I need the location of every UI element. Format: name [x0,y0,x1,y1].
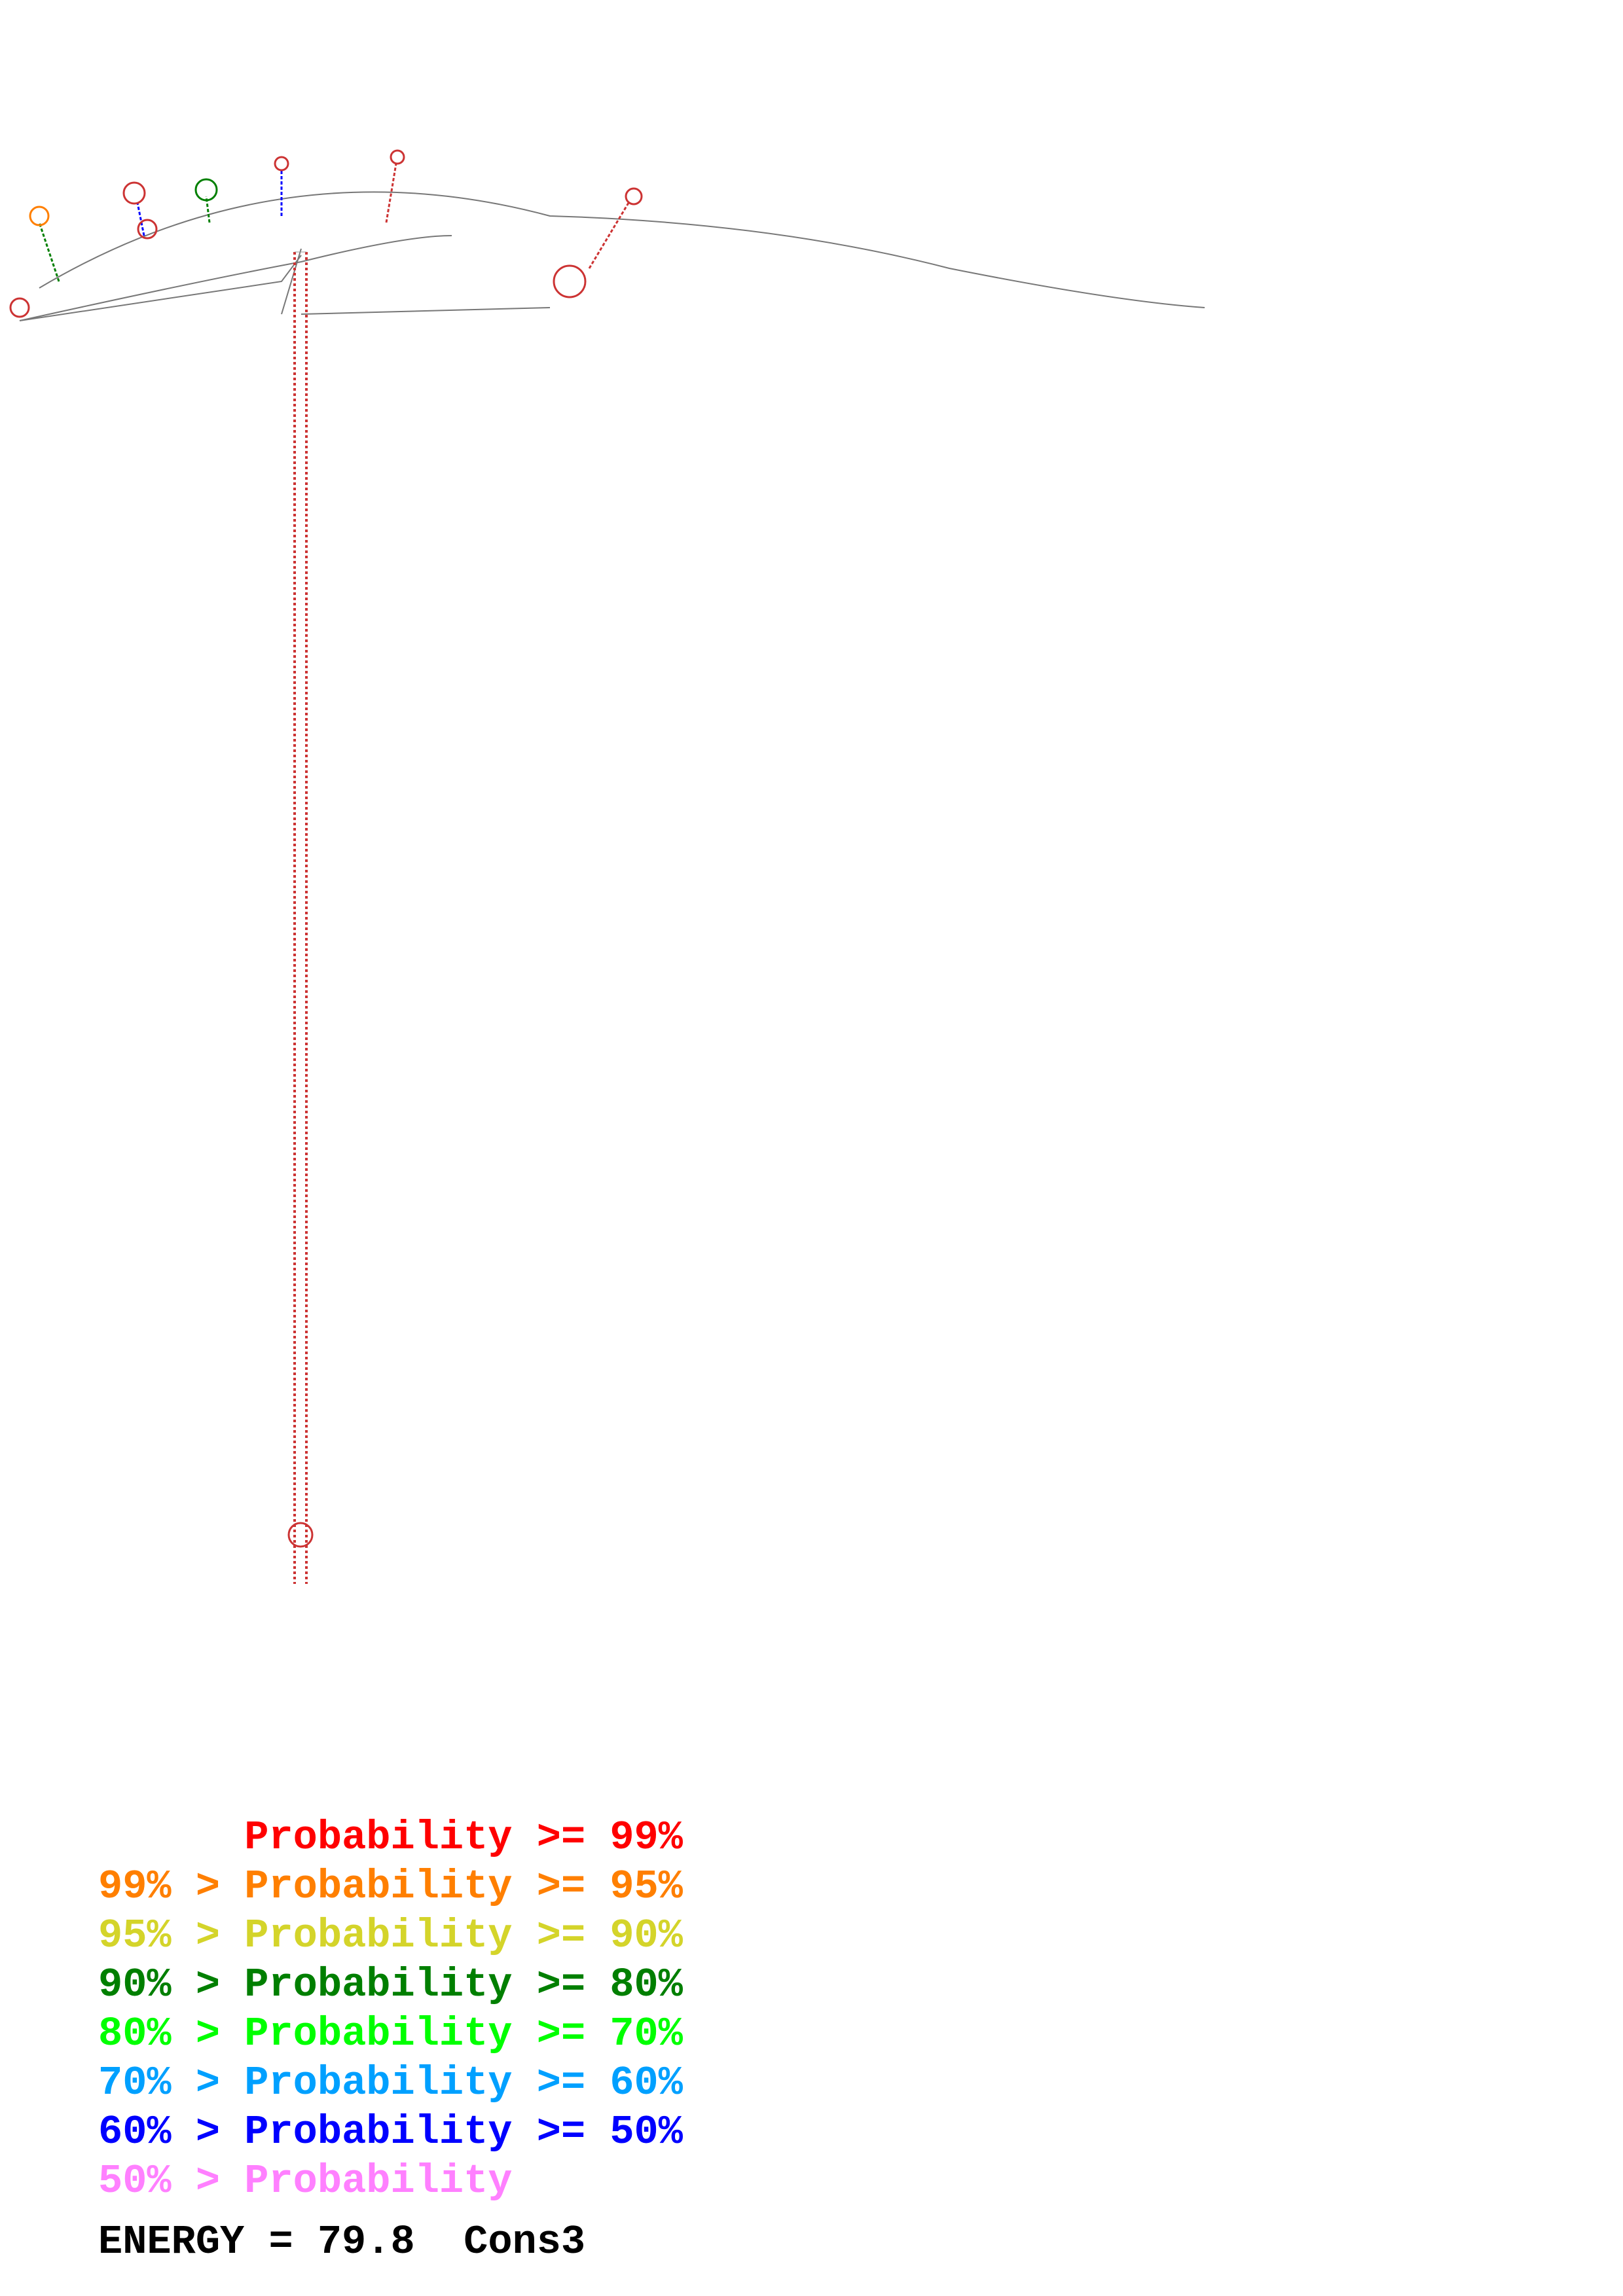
hairpin-6 [553,187,643,298]
central-stem [287,251,314,1584]
legend-label: Probability [244,2060,513,2106]
legend-line: 50% > Probability [98,2157,683,2206]
legend-line: 70% > Probability >= 60% [98,2058,683,2108]
legend-prefix: 99% > [98,1863,245,1910]
hairpin-7 [9,297,30,318]
upper-arc [39,191,1205,308]
legend-line: Probability >= 99% [98,1813,683,1862]
legend-label: Probability [244,2158,513,2204]
structure-name: Cons3 [464,2219,586,2265]
legend-line: 60% > Probability >= 50% [98,2108,683,2157]
legend-prefix: 80% > [98,2011,245,2057]
legend-suffix: >= 50% [512,2109,683,2155]
legend-prefix: 70% > [98,2060,245,2106]
hairpin-3 [194,178,218,223]
terminal-loop [287,1522,314,1548]
hairpin-5 [385,149,405,223]
legend-line: 90% > Probability >= 80% [98,1960,683,2009]
backbone [19,191,1205,321]
stem-connector [281,248,302,315]
energy-line: ENERGY = 79.8 Cons3 [98,2219,585,2265]
hairpin-2 [122,181,158,240]
lower-arc [19,235,452,321]
legend-prefix: 95% > [98,1912,245,1959]
legend-prefix [98,1814,244,1861]
legend-label: Probability [244,2109,513,2155]
legend-line: 80% > Probability >= 70% [98,2009,683,2058]
legend-suffix: >= 90% [512,1912,683,1959]
rna-secondary-structure-diagram [9,149,1205,1584]
legend-suffix: >= 99% [512,1814,683,1861]
legend-suffix: >= 95% [512,1863,683,1910]
legend-label: Probability [244,2011,513,2057]
legend-line: 95% > Probability >= 90% [98,1911,683,1960]
probability-legend: Probability >= 99% 99% > Probability >= 9… [98,1813,683,2206]
long-chord-right [301,307,551,315]
legend-line: 99% > Probability >= 95% [98,1862,683,1911]
hairpins [9,149,643,318]
legend-suffix: >= 80% [512,1962,683,2008]
legend-suffix: >= 60% [512,2060,683,2106]
legend-prefix: 90% > [98,1962,245,2008]
hairpin-4 [274,156,289,216]
legend-prefix: 60% > [98,2109,245,2155]
legend-prefix: 50% > [98,2158,245,2204]
legend-label: Probability [244,1962,513,2008]
legend-label: Probability [244,1814,513,1861]
legend-suffix: >= 70% [512,2011,683,2057]
hairpin-1 [29,206,60,282]
energy-value: ENERGY = 79.8 [98,2219,415,2265]
legend-label: Probability [244,1912,513,1959]
legend-label: Probability [244,1863,513,1910]
